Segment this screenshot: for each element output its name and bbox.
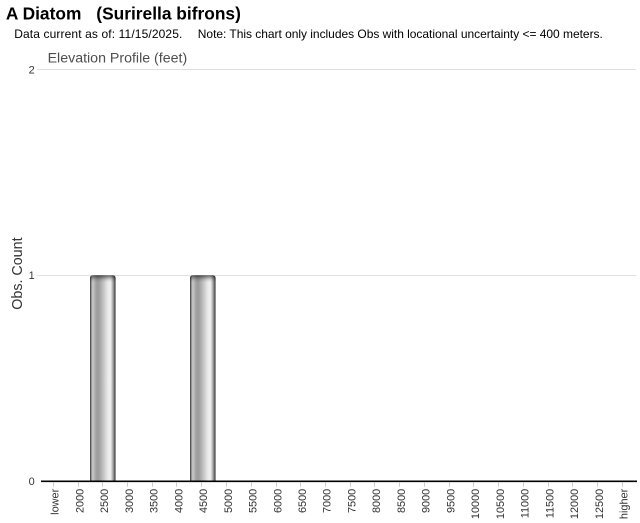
svg-text:Data current as of: 11/15/2025: Data current as of: 11/15/2025. (14, 27, 182, 41)
svg-text:12500: 12500 (594, 489, 606, 519)
svg-text:4000: 4000 (173, 489, 185, 513)
svg-text:10500: 10500 (495, 489, 507, 519)
svg-text:6000: 6000 (272, 489, 284, 513)
svg-text:10000: 10000 (470, 489, 482, 519)
svg-text:7000: 7000 (322, 489, 334, 513)
svg-text:1: 1 (29, 270, 35, 282)
svg-text:0: 0 (29, 476, 35, 488)
svg-text:6500: 6500 (297, 489, 309, 513)
svg-text:Elevation Profile (feet): Elevation Profile (feet) (48, 51, 188, 67)
svg-text:2500: 2500 (99, 489, 111, 513)
svg-text:(Surirella bifrons): (Surirella bifrons) (96, 4, 241, 24)
svg-text:8500: 8500 (396, 489, 408, 513)
svg-text:5000: 5000 (223, 489, 235, 513)
svg-text:Note: This chart only includes: Note: This chart only includes Obs with … (198, 27, 603, 41)
svg-text:12000: 12000 (569, 489, 581, 519)
svg-text:8000: 8000 (371, 489, 383, 513)
svg-text:9000: 9000 (421, 489, 433, 513)
svg-text:2: 2 (29, 64, 35, 76)
svg-text:5500: 5500 (248, 489, 260, 513)
svg-text:2000: 2000 (74, 489, 86, 513)
svg-text:Obs. Count: Obs. Count (10, 237, 26, 309)
svg-text:4500: 4500 (198, 489, 210, 513)
svg-text:9500: 9500 (445, 489, 457, 513)
svg-text:11500: 11500 (544, 489, 556, 518)
svg-text:lower: lower (50, 488, 62, 514)
svg-text:3500: 3500 (149, 489, 161, 513)
svg-text:11000: 11000 (520, 489, 532, 518)
svg-text:A Diatom: A Diatom (6, 4, 81, 24)
svg-text:higher: higher (619, 488, 631, 519)
svg-text:7500: 7500 (347, 489, 359, 513)
svg-text:3000: 3000 (124, 489, 136, 513)
